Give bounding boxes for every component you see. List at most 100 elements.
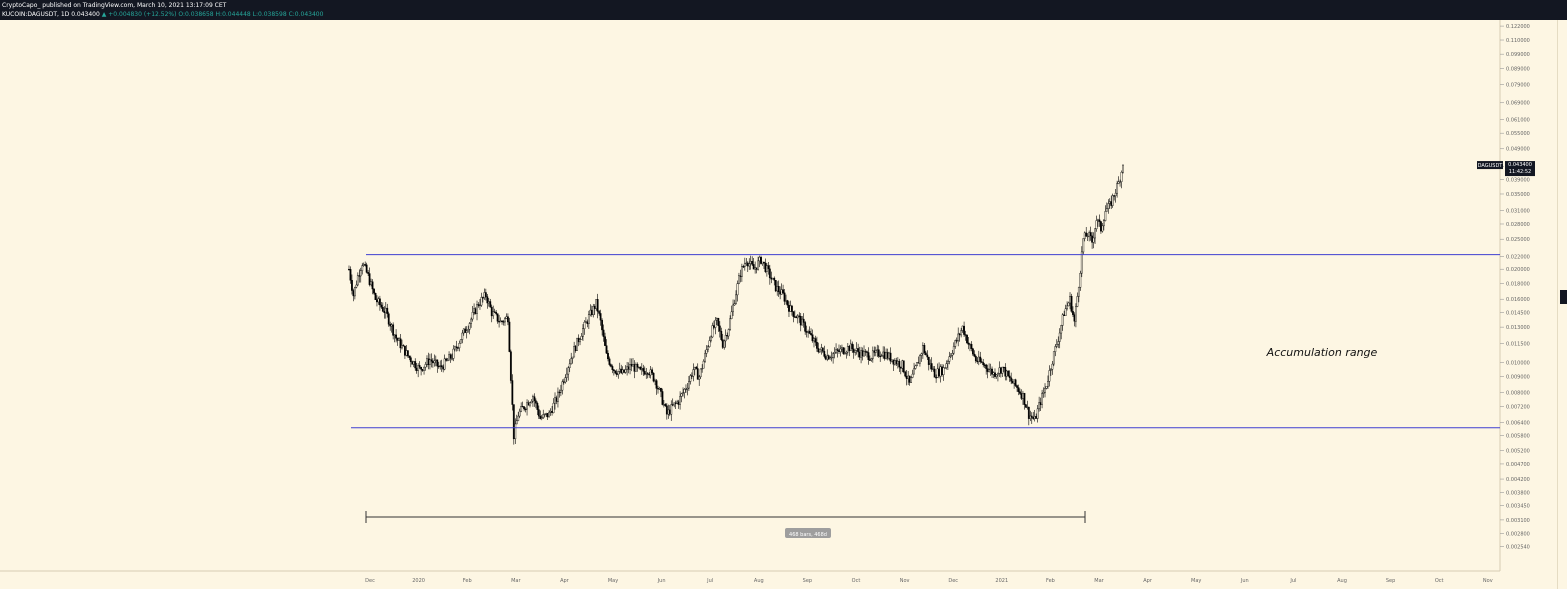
candle-body xyxy=(370,281,372,285)
time-axis[interactable]: Dec 2020 Feb Mar Apr May Jun Jul Aug Sep Oct Nov Dec… xyxy=(365,578,1493,584)
candle xyxy=(710,335,712,343)
candle xyxy=(714,316,717,335)
candle xyxy=(870,357,873,362)
candle-body xyxy=(579,339,581,343)
y-tick-label: 0.055000 xyxy=(1506,131,1530,137)
candle xyxy=(705,345,708,358)
candle-body xyxy=(991,368,993,375)
candle-body xyxy=(1048,370,1051,382)
candle xyxy=(818,349,821,354)
candle-body xyxy=(949,355,952,357)
candle-body xyxy=(808,331,811,334)
candle xyxy=(695,365,698,370)
candle xyxy=(935,374,938,383)
candle xyxy=(923,342,926,355)
candle xyxy=(863,345,865,357)
candle xyxy=(977,350,980,366)
candle-body xyxy=(979,356,982,362)
candle-body xyxy=(989,368,992,371)
candle xyxy=(1051,361,1054,375)
candle xyxy=(462,328,465,336)
candle xyxy=(852,344,855,359)
date-range-measure[interactable]: 468 bars, 468d xyxy=(365,511,1086,538)
candle-body xyxy=(611,366,614,370)
candle-body xyxy=(540,417,543,419)
candle-body xyxy=(976,360,979,362)
candle xyxy=(605,339,608,354)
candle-body xyxy=(1105,208,1108,212)
candle-body xyxy=(1097,219,1099,221)
candle xyxy=(602,324,605,342)
candle xyxy=(499,317,502,323)
candle xyxy=(577,334,580,347)
candle-body xyxy=(861,350,864,357)
candle xyxy=(479,299,481,310)
candle-body xyxy=(509,351,512,381)
candle xyxy=(683,388,686,399)
candle-body xyxy=(471,312,474,320)
y-tick-label: 0.025000 xyxy=(1506,237,1530,243)
candle-body xyxy=(484,292,487,297)
candle-body xyxy=(429,359,431,365)
candle-body xyxy=(557,391,559,402)
candle xyxy=(876,344,879,358)
candle xyxy=(746,261,749,272)
candle-body xyxy=(554,397,556,404)
candle-body xyxy=(665,405,668,415)
candle-body xyxy=(967,342,970,345)
candle-body xyxy=(493,311,496,313)
candle xyxy=(773,276,776,286)
candle-body xyxy=(711,325,714,338)
candle xyxy=(412,360,415,368)
candle-body xyxy=(1049,369,1052,371)
candle-body xyxy=(1085,232,1088,237)
candle xyxy=(437,361,440,369)
x-tick-label: Feb xyxy=(1046,578,1055,584)
candle-body xyxy=(1044,388,1046,393)
candle-body xyxy=(930,363,933,370)
candle-body xyxy=(427,358,430,365)
candle xyxy=(907,371,910,386)
candle-body xyxy=(738,275,740,284)
candle xyxy=(1026,400,1029,410)
candle-body xyxy=(751,261,754,265)
candle-body xyxy=(1035,416,1038,419)
candle-body xyxy=(1013,379,1016,384)
candle xyxy=(854,349,857,356)
candle xyxy=(509,349,512,384)
candle-body xyxy=(680,393,683,397)
candle-body xyxy=(754,267,757,270)
candle-body xyxy=(361,265,364,271)
candle xyxy=(592,303,595,318)
candle xyxy=(579,337,581,346)
price-axis[interactable]: 0.122000 0.110000 0.099000 0.089000 0.079000… xyxy=(1500,24,1530,551)
candle xyxy=(761,261,764,266)
candle xyxy=(454,345,456,352)
accumulation-range-label[interactable]: Accumulation range xyxy=(1266,346,1378,359)
candle xyxy=(604,332,606,346)
candle-body xyxy=(657,388,659,390)
candle xyxy=(969,342,971,352)
candle xyxy=(383,306,386,319)
candle-body xyxy=(590,309,593,315)
price-chart[interactable]: 0.122000 0.110000 0.099000 0.089000 0.079000… xyxy=(0,20,1557,589)
candle xyxy=(511,374,514,411)
candle xyxy=(1116,180,1119,198)
candle xyxy=(736,280,739,302)
candle xyxy=(482,296,484,303)
candle-body xyxy=(586,321,589,324)
symbol-tag-label: DAGUSDT xyxy=(1478,163,1504,169)
y-tick-label: 0.022000 xyxy=(1506,254,1530,260)
candle xyxy=(529,401,531,408)
candle-body xyxy=(880,355,883,357)
candle-body xyxy=(810,333,812,335)
candle-body xyxy=(454,346,456,350)
y-tick-label: 0.014500 xyxy=(1506,310,1530,316)
candle-body xyxy=(1114,192,1117,196)
candle-body xyxy=(1120,172,1123,182)
candle xyxy=(821,347,824,354)
x-tick-label: Aug xyxy=(754,578,764,584)
candle xyxy=(721,333,724,349)
candle xyxy=(780,283,783,295)
candle-body xyxy=(1091,235,1093,243)
